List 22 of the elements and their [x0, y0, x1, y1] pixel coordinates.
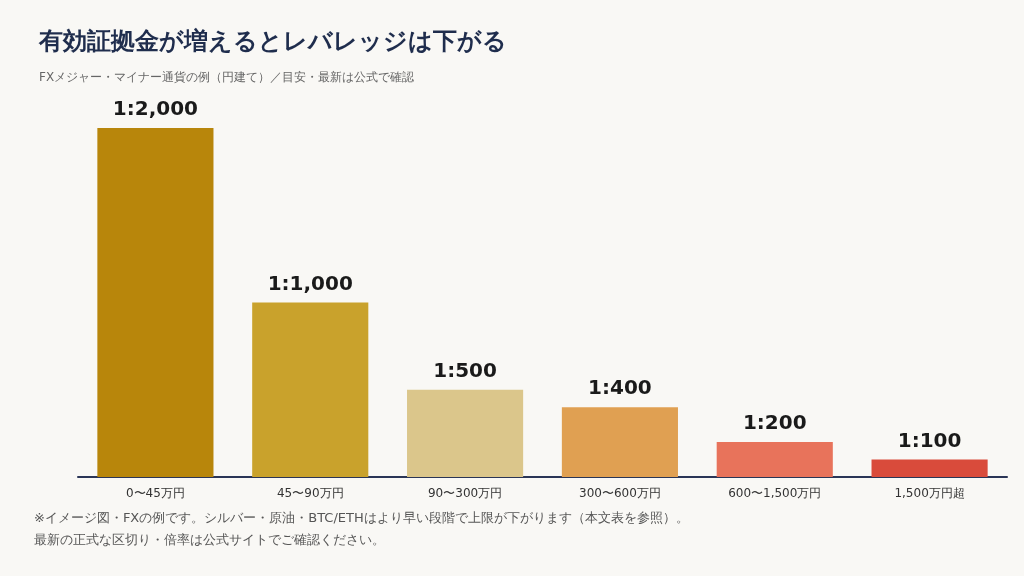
data-label: 1:100 — [897, 427, 962, 452]
text: ※イメージ図・FXの例です。シルバー・原油・BTC/ETHはより早い段階で上限が下がります（本文表を参照）。 — [34, 510, 689, 525]
x-tick-label: 600〜1,500万円 — [728, 486, 822, 500]
bar — [407, 389, 524, 477]
x-tick-label: 45〜90万円 — [276, 486, 344, 500]
chart-title: 有効証拠金が増えるとレバレッジは下がる — [38, 27, 507, 55]
data-label: 1:500 — [433, 357, 497, 382]
x-tick-label: 90〜300万円 — [427, 486, 503, 500]
bar — [716, 442, 833, 477]
bar — [871, 459, 988, 477]
text: 最新の正式な区切り・倍率は公式サイトでご確認ください。 — [34, 532, 385, 547]
data-label: 1:2,000 — [112, 96, 199, 120]
x-tick-label: 1,500万円超 — [894, 486, 965, 500]
bar — [561, 407, 678, 477]
data-label: 1:200 — [742, 410, 807, 435]
x-tick-label: 0〜45万円 — [125, 486, 185, 500]
x-tick-label: 300〜600万円 — [579, 486, 661, 500]
bar — [97, 128, 214, 477]
data-label: 1:400 — [588, 375, 652, 400]
chart-subtitle: FXメジャー・マイナー通貨の例（円建て）／目安・最新は公式で確認 — [39, 70, 415, 84]
data-label: 1:1,000 — [267, 270, 353, 295]
bar — [252, 302, 369, 477]
